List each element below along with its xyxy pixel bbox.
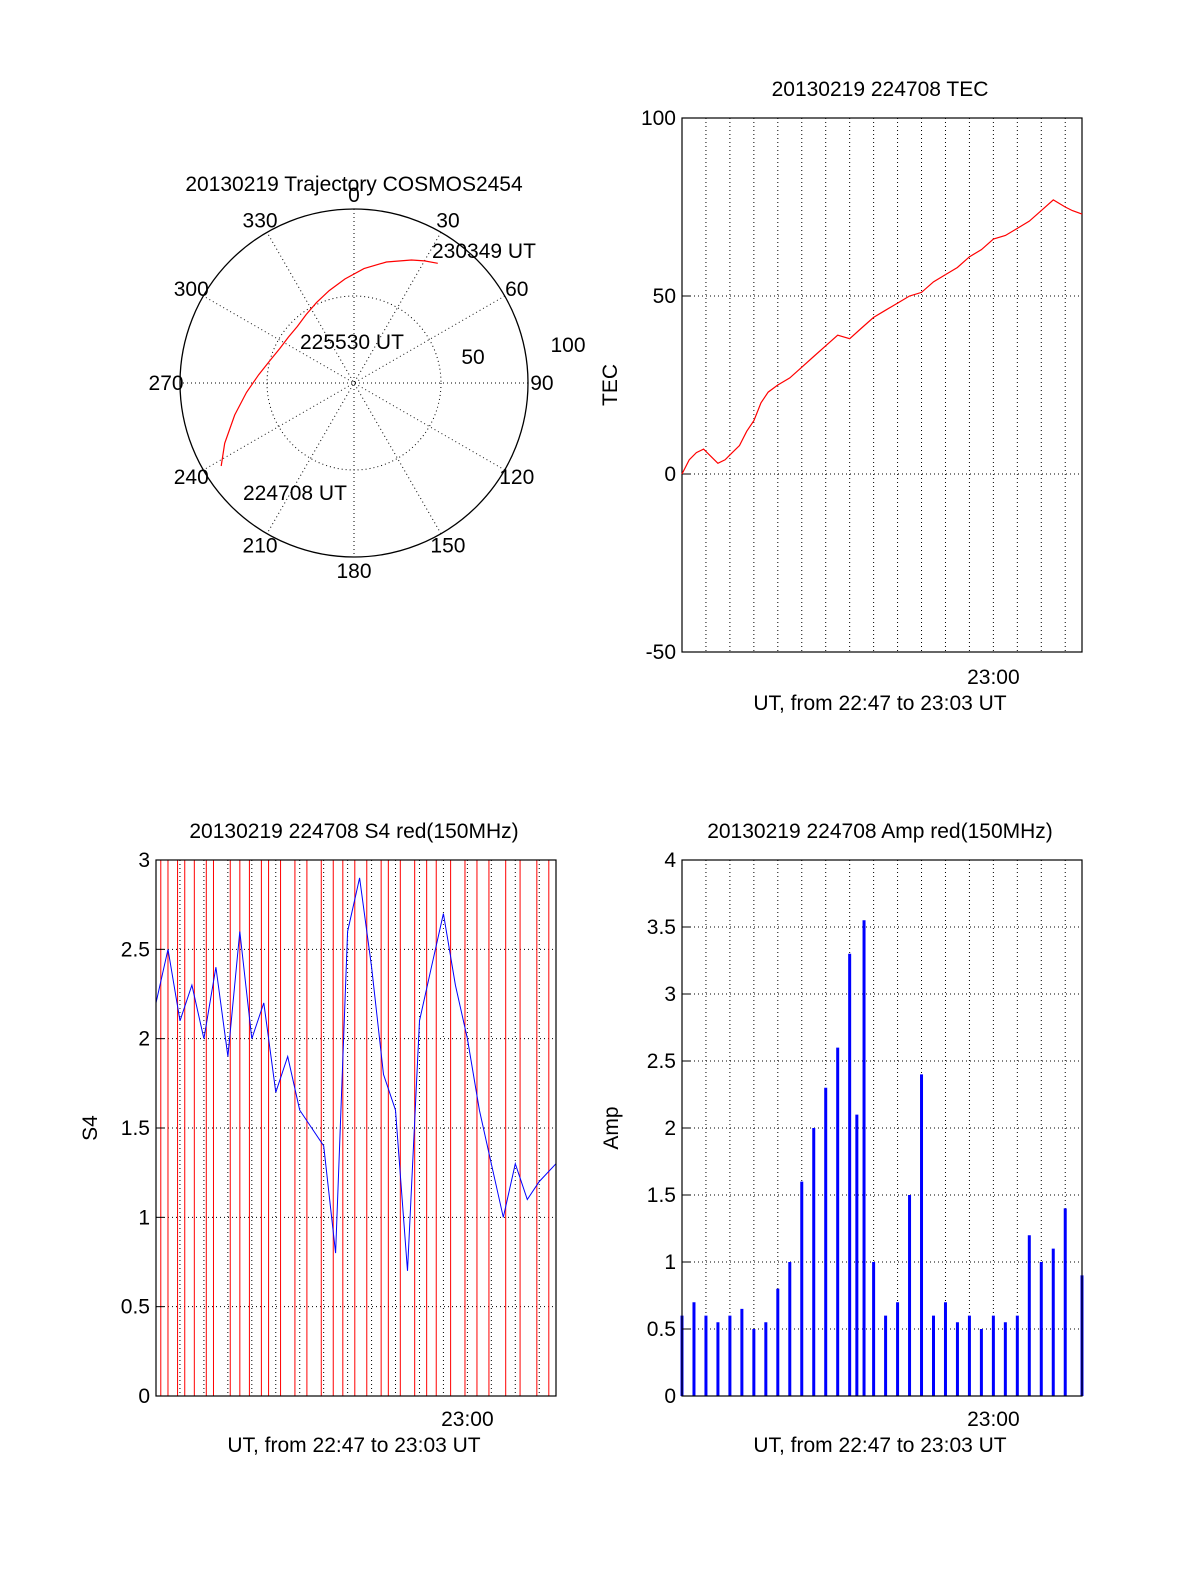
tec-x-tick-label: 23:00 <box>967 666 1020 689</box>
tec-panel: 20130219 224708 TEC -50 0 50 100 23:00 UT, … <box>599 78 1083 715</box>
polar-azimuth-label: 30 <box>436 209 459 232</box>
amp-x-tick-label: 23:00 <box>967 1408 1020 1431</box>
polar-azimuth-label: 210 <box>243 535 278 558</box>
amp-y-ticks: 0 0.5 1 1.5 2 2.5 3 3.5 4 <box>647 849 690 1408</box>
tec-y-ticks: -50 0 50 100 <box>641 107 690 664</box>
s4-y-tick-label: 2 <box>138 1028 150 1051</box>
tec-y-tick-label: 50 <box>653 285 676 308</box>
polar-inner-circle <box>266 295 442 471</box>
tec-x-axis-label: UT, from 22:47 to 23:03 UT <box>753 692 1006 715</box>
s4-title: 20130219 224708 S4 red(150MHz) <box>189 820 518 843</box>
amp-y-tick-label: 4 <box>664 849 676 872</box>
amp-y-tick-label: 2.5 <box>647 1050 676 1073</box>
s4-y-tick-label: 1.5 <box>121 1117 150 1140</box>
tec-y-tick-label: 0 <box>664 463 676 486</box>
polar-azimuth-label: 60 <box>505 278 528 301</box>
amp-y-tick-label: 1.5 <box>647 1184 676 1207</box>
polar-azimuth-label: 150 <box>430 535 465 558</box>
s4-grid <box>156 860 556 1396</box>
polar-radial-label-50: 50 <box>461 346 484 369</box>
polar-azimuth-label: 120 <box>499 466 534 489</box>
amp-y-tick-label: 3 <box>664 983 676 1006</box>
s4-series-line <box>155 877 557 1271</box>
amp-y-tick-label: 0 <box>664 1385 676 1408</box>
polar-title: 20130219 Trajectory COSMOS2454 <box>185 173 523 196</box>
s4-y-axis-label: S4 <box>79 1115 102 1141</box>
polar-azimuth-label: 270 <box>149 372 184 395</box>
s4-y-tick-label: 0.5 <box>121 1296 150 1319</box>
s4-x-axis-label: UT, from 22:47 to 23:03 UT <box>227 1434 480 1457</box>
amp-y-tick-label: 0.5 <box>647 1318 676 1341</box>
polar-radial-label-100: 100 <box>550 334 585 357</box>
polar-azimuth-label: 180 <box>336 560 371 583</box>
tec-y-tick-label: 100 <box>641 107 676 130</box>
amp-panel: 20130219 224708 Amp red(150MHz) 0 0.5 1 1.5… <box>600 820 1084 1457</box>
tec-series-line <box>681 199 1083 475</box>
polar-azimuth-labels: 0 30 60 90 120 150 180 210 240 270 300 330 <box>149 184 554 583</box>
tec-y-axis-label: TEC <box>599 364 622 406</box>
amp-title: 20130219 224708 Amp red(150MHz) <box>707 820 1053 843</box>
tec-y-tick-label: -50 <box>646 641 676 664</box>
amp-x-axis-label: UT, from 22:47 to 23:03 UT <box>753 1434 1006 1457</box>
polar-annotation-end: 230349 UT <box>432 240 536 263</box>
s4-x-tick-label: 23:00 <box>441 1408 494 1431</box>
polar-azimuth-label: 0 <box>348 184 360 207</box>
amp-bars <box>680 920 1084 1396</box>
amp-y-axis-label: Amp <box>600 1106 623 1149</box>
tec-title: 20130219 224708 TEC <box>772 78 989 101</box>
amp-y-tick-label: 3.5 <box>647 916 676 939</box>
tec-plot-frame <box>681 117 1083 653</box>
s4-y-tick-label: 2.5 <box>121 938 150 961</box>
polar-azimuth-label: 240 <box>174 466 209 489</box>
amp-y-tick-label: 1 <box>664 1251 676 1274</box>
s4-y-ticks: 0 0.5 1 1.5 2 2.5 3 <box>121 849 164 1408</box>
polar-trajectory-line <box>220 259 438 467</box>
s4-y-tick-label: 1 <box>138 1206 150 1229</box>
s4-y-tick-label: 3 <box>138 849 150 872</box>
s4-y-tick-label: 0 <box>138 1385 150 1408</box>
polar-annotation-mid: 225530 UT <box>300 331 404 354</box>
polar-annotation-start: 224708 UT <box>243 482 347 505</box>
polar-azimuth-label: 330 <box>243 209 278 232</box>
polar-panel: 20130219 Trajectory COSMOS2454 0 30 60 90 12… <box>149 173 586 583</box>
s4-panel: 20130219 224708 S4 red(150MHz) 0 0.5 1 1.5 2… <box>79 820 557 1457</box>
polar-azimuth-label: 300 <box>174 278 209 301</box>
amp-y-tick-label: 2 <box>664 1117 676 1140</box>
tec-grid <box>682 118 1082 652</box>
polar-azimuth-label: 90 <box>530 372 553 395</box>
s4-red-dropouts <box>160 860 550 1396</box>
